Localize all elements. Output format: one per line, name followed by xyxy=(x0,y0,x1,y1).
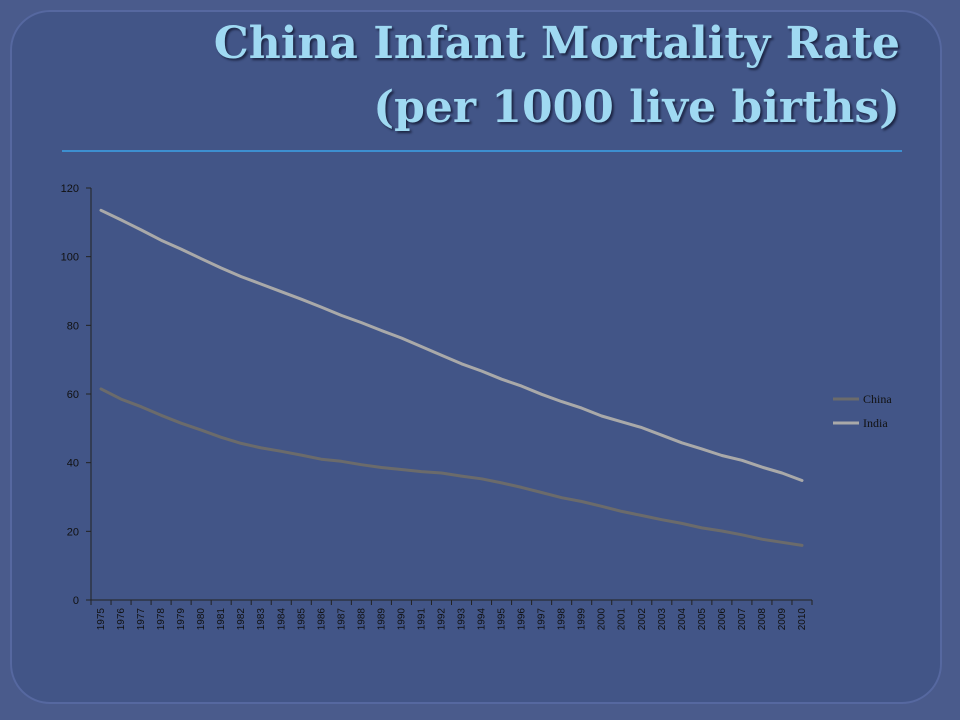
y-tick-label: 20 xyxy=(67,526,79,538)
chart-title-line-1: China Infant Mortality Rate xyxy=(213,18,900,69)
x-tick-label: 2002 xyxy=(637,608,648,631)
x-tick-label: 1994 xyxy=(477,608,488,631)
series-line-india xyxy=(99,208,804,482)
x-tick-label: 1993 xyxy=(457,608,468,631)
x-tick-label: 2007 xyxy=(737,608,748,631)
x-tick-label: 1989 xyxy=(376,608,387,631)
x-tick-label: 1996 xyxy=(517,608,528,631)
legend-label-india: India xyxy=(863,416,888,430)
series-line-china xyxy=(99,387,804,547)
x-tick-label: 1998 xyxy=(557,608,568,631)
x-tick-label: 1995 xyxy=(497,608,508,631)
x-tick-label: 1981 xyxy=(216,608,227,631)
y-tick-label: 40 xyxy=(67,458,79,470)
y-tick-label: 60 xyxy=(67,389,79,401)
slide-frame xyxy=(10,10,942,704)
x-tick-label: 2005 xyxy=(697,608,708,631)
x-tick-label: 1987 xyxy=(336,608,347,631)
x-tick-label: 1977 xyxy=(136,608,147,631)
x-tick-label: 2003 xyxy=(657,608,668,631)
x-tick-label: 1975 xyxy=(96,608,107,631)
chart-title-line-2: (per 1000 live births) xyxy=(373,82,900,133)
x-tick-label: 1988 xyxy=(356,608,367,631)
x-tick-label: 2001 xyxy=(617,608,628,631)
x-tick-label: 1985 xyxy=(296,608,307,631)
x-tick-label: 2010 xyxy=(797,608,808,631)
x-tick-label: 1992 xyxy=(436,608,447,631)
x-tick-label: 1984 xyxy=(276,608,287,631)
x-tick-label: 1980 xyxy=(196,608,207,631)
x-tick-label: 1976 xyxy=(116,608,127,631)
y-tick-label: 120 xyxy=(61,183,79,195)
x-tick-label: 1986 xyxy=(316,608,327,631)
x-tick-label: 1983 xyxy=(256,608,267,631)
title-divider xyxy=(62,150,902,152)
x-tick-label: 1979 xyxy=(176,608,187,631)
x-tick-label: 1997 xyxy=(537,608,548,631)
x-tick-label: 2006 xyxy=(717,608,728,631)
x-tick-label: 1991 xyxy=(416,608,427,631)
x-tick-label: 2004 xyxy=(677,608,688,631)
x-tick-label: 2009 xyxy=(777,608,788,631)
legend-label-china: China xyxy=(863,392,892,406)
x-tick-label: 1990 xyxy=(396,608,407,631)
x-tick-label: 2008 xyxy=(757,608,768,631)
x-tick-label: 2000 xyxy=(597,608,608,631)
y-tick-label: 80 xyxy=(67,320,79,332)
y-tick-label: 100 xyxy=(61,252,79,264)
y-tick-label: 0 xyxy=(73,595,79,607)
x-tick-label: 1978 xyxy=(156,608,167,631)
x-tick-label: 1999 xyxy=(577,608,588,631)
x-tick-label: 1982 xyxy=(236,608,247,631)
